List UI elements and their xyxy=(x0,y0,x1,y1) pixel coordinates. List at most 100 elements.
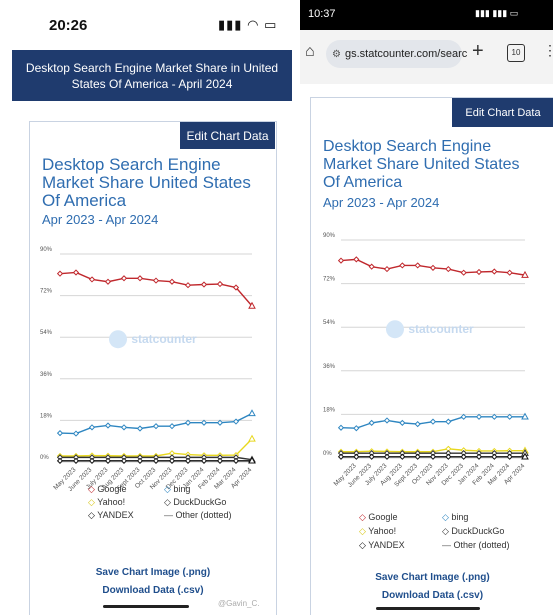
chart-card: Edit Chart Data Desktop Search Engine Ma… xyxy=(310,97,553,615)
home-icon[interactable]: ⌂ xyxy=(305,43,315,60)
system-icons: ▮▮▮ ◠ ▭ xyxy=(218,17,277,33)
home-indicator[interactable] xyxy=(376,607,480,610)
chart-title: Desktop Search Engine Market Share Unite… xyxy=(323,138,520,191)
data-point-marker xyxy=(506,269,513,276)
legend-yandex[interactable]: ◇ YANDEX xyxy=(359,540,405,550)
edit-chart-data-button[interactable]: Edit Chart Data xyxy=(180,122,275,149)
chart-card: Edit Chart Data Desktop Search Engine Ma… xyxy=(29,121,277,615)
data-point-marker xyxy=(56,457,64,464)
data-point-marker xyxy=(72,269,80,276)
legend-bing[interactable]: ◇ bing xyxy=(164,484,191,494)
data-point-marker xyxy=(383,417,391,424)
save-chart-image-link[interactable]: Save Chart Image (.png) xyxy=(95,567,211,578)
legend-duckduckgo[interactable]: ◇ DuckDuckGo xyxy=(442,526,505,536)
data-point-marker xyxy=(353,256,360,263)
bing-marker-icon: ◇ xyxy=(164,484,174,494)
tab-count-button[interactable]: 10 xyxy=(507,44,525,62)
data-point-marker xyxy=(200,419,208,426)
battery-icon: ▭ xyxy=(264,17,278,32)
duckduckgo-marker-icon: ◇ xyxy=(442,526,452,536)
data-point-marker xyxy=(120,457,128,464)
data-point-marker xyxy=(152,277,160,284)
data-point-marker xyxy=(383,265,391,273)
data-point-marker xyxy=(506,453,513,460)
yandex-marker-icon: ◇ xyxy=(359,540,369,550)
menu-icon[interactable]: ⋮ xyxy=(543,42,553,58)
duckduckgo-marker-icon: ◇ xyxy=(164,497,174,507)
y-tick-label: 90% xyxy=(323,233,336,239)
legend-yandex[interactable]: ◇ YANDEX xyxy=(88,510,134,520)
statcounter-watermark: statcounter xyxy=(408,322,474,336)
data-point-marker xyxy=(368,453,375,460)
legend-yahoo[interactable]: ◇ Yahoo! xyxy=(88,497,126,507)
data-point-marker xyxy=(248,301,256,309)
data-point-marker xyxy=(72,457,80,464)
data-point-marker xyxy=(521,412,529,420)
statcounter-watermark: statcounter xyxy=(131,332,197,346)
data-point-marker xyxy=(460,413,467,420)
data-point-marker xyxy=(248,409,256,417)
data-point-marker xyxy=(399,453,406,460)
data-point-marker xyxy=(136,425,144,432)
page-banner: Desktop Search Engine Market Share in Un… xyxy=(12,50,292,101)
home-indicator[interactable] xyxy=(103,605,189,608)
yandex-marker-icon: ◇ xyxy=(88,510,98,520)
legend-google[interactable]: ◇ Google xyxy=(359,512,398,522)
data-point-marker xyxy=(184,419,192,426)
signal-icon: ▮▮▮ xyxy=(218,17,243,32)
legend-bing[interactable]: ◇ bing xyxy=(442,512,469,522)
data-point-marker xyxy=(168,423,176,430)
data-point-marker xyxy=(104,422,112,429)
legend-other[interactable]: — Other (dotted) xyxy=(442,540,510,550)
data-point-marker xyxy=(445,265,452,273)
wifi-icon: ◠ xyxy=(247,17,260,32)
data-point-marker xyxy=(216,280,224,288)
data-point-marker xyxy=(368,263,375,270)
data-point-marker xyxy=(136,275,144,282)
data-point-marker xyxy=(368,419,375,426)
y-tick-label: 0% xyxy=(40,455,49,461)
data-point-marker xyxy=(399,419,406,426)
legend-other[interactable]: — Other (dotted) xyxy=(164,510,232,520)
data-point-marker xyxy=(429,264,437,271)
legend-yahoo[interactable]: ◇ Yahoo! xyxy=(359,526,397,536)
data-point-marker xyxy=(152,457,160,464)
data-point-marker xyxy=(232,418,240,425)
status-bar: 20:26 ▮▮▮ ◠ ▭ xyxy=(0,0,294,50)
data-point-marker xyxy=(475,268,483,276)
chart-legend: ◇ Google ◇ bing ◇ Yahoo! ◇ DuckDuckGo ◇ … xyxy=(88,484,268,544)
watermark-credit: @Gavin_C. xyxy=(218,599,260,608)
y-tick-label: 90% xyxy=(40,247,53,253)
site-settings-icon[interactable]: ⚙ xyxy=(332,48,341,60)
data-point-marker xyxy=(491,453,498,460)
address-bar[interactable]: ⚙ gs.statcounter.com/searc xyxy=(326,40,467,68)
legend-google[interactable]: ◇ Google xyxy=(88,484,127,494)
statcounter-logo-icon xyxy=(109,330,127,349)
url-text: gs.statcounter.com/searc xyxy=(344,48,468,60)
legend-duckduckgo[interactable]: ◇ DuckDuckGo xyxy=(164,497,227,507)
data-point-marker xyxy=(414,453,421,460)
data-point-marker xyxy=(429,418,437,425)
data-point-marker xyxy=(104,278,112,285)
new-tab-icon[interactable]: + xyxy=(472,40,484,62)
data-point-marker xyxy=(120,424,128,431)
bing-marker-icon: ◇ xyxy=(442,512,452,522)
data-point-marker xyxy=(56,270,64,277)
data-point-marker xyxy=(152,423,160,430)
data-point-marker xyxy=(521,452,529,460)
data-point-marker xyxy=(445,418,452,425)
data-point-marker xyxy=(491,413,498,420)
data-point-marker xyxy=(445,453,452,460)
download-data-link[interactable]: Download Data (.csv) xyxy=(102,585,204,596)
data-point-marker xyxy=(429,453,437,460)
edit-chart-data-button[interactable]: Edit Chart Data xyxy=(452,98,553,127)
battery-icon: ▭ xyxy=(509,8,519,18)
save-chart-image-link[interactable]: Save Chart Image (.png) xyxy=(375,572,490,583)
chart-title: Desktop Search Engine Market Share Unite… xyxy=(42,155,251,210)
y-tick-label: 54% xyxy=(323,320,336,326)
data-point-marker xyxy=(136,457,144,464)
yahoo-marker-icon: ◇ xyxy=(88,497,98,507)
data-point-marker xyxy=(475,453,483,460)
download-data-link[interactable]: Download Data (.csv) xyxy=(381,590,484,601)
